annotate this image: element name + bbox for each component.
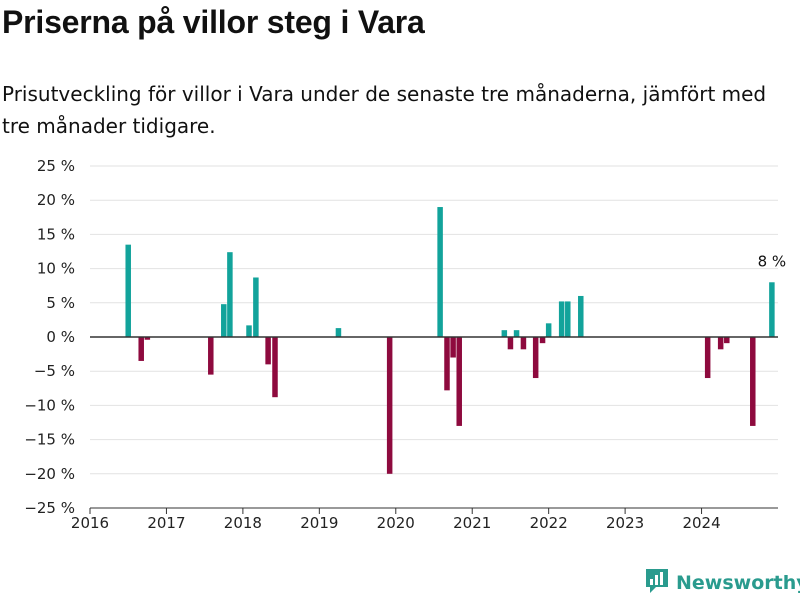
bar	[565, 301, 571, 337]
x-tick-label: 2017	[147, 514, 185, 530]
bar	[545, 323, 552, 337]
bar	[144, 337, 151, 340]
bar	[335, 328, 342, 337]
x-tick-label: 2023	[606, 514, 644, 530]
bar	[578, 295, 584, 337]
bar	[246, 325, 252, 337]
bar	[253, 277, 259, 337]
chart-title: Priserna på villor steg i Vara	[2, 4, 425, 40]
bar	[386, 337, 393, 474]
data-label: 8 %	[758, 252, 787, 270]
y-tick-label: −15 %	[24, 431, 75, 449]
bar	[272, 337, 278, 398]
bar	[437, 207, 443, 337]
bar-chart: 25 % 20 % 15 % 10 % 5 % 0 % −5 % −10 % −15 % −20 …	[24, 157, 787, 530]
bar	[750, 337, 756, 426]
bar	[717, 337, 724, 350]
x-tick-label: 2016	[71, 514, 109, 530]
bar	[507, 337, 514, 350]
bar	[520, 337, 527, 350]
bar	[221, 304, 227, 337]
bar	[558, 301, 565, 337]
y-tick-label: 20 %	[37, 191, 75, 209]
bar	[532, 337, 539, 379]
y-tick-label: −5 %	[34, 362, 75, 380]
chart-subtitle: Prisutveckling för villor i Vara under d…	[2, 82, 767, 138]
bar	[724, 337, 730, 344]
x-tick-label: 2021	[453, 514, 491, 530]
bar	[513, 330, 520, 337]
bar	[450, 337, 456, 358]
bar	[227, 252, 233, 337]
y-tick-label: 5 %	[46, 294, 75, 312]
x-tick-label: 2020	[377, 514, 415, 530]
bar	[769, 282, 775, 337]
y-tick-label: −25 %	[24, 499, 75, 517]
bar	[539, 337, 546, 344]
y-tick-label: 10 %	[37, 260, 75, 278]
bar	[138, 337, 144, 361]
bar	[704, 337, 711, 379]
bar	[501, 330, 508, 337]
bar	[265, 337, 271, 365]
x-tick-label: 2022	[530, 514, 568, 530]
y-tick-label: 25 %	[37, 157, 75, 175]
x-tick-label: 2024	[682, 514, 720, 530]
x-tick-label: 2018	[224, 514, 262, 530]
y-tick-label: −20 %	[24, 465, 75, 483]
brand-logo: Newsworthy	[644, 567, 800, 599]
bar	[444, 337, 450, 391]
y-tick-label: −10 %	[24, 396, 75, 414]
y-tick-label: 0 %	[46, 328, 75, 346]
brand-name: Newsworthy	[676, 572, 800, 594]
bar-chart-logo-icon	[644, 567, 670, 599]
bar	[208, 337, 214, 375]
bar	[456, 337, 462, 426]
x-tick-label: 2019	[300, 514, 338, 530]
y-tick-label: 15 %	[37, 225, 75, 243]
bar	[125, 244, 131, 337]
